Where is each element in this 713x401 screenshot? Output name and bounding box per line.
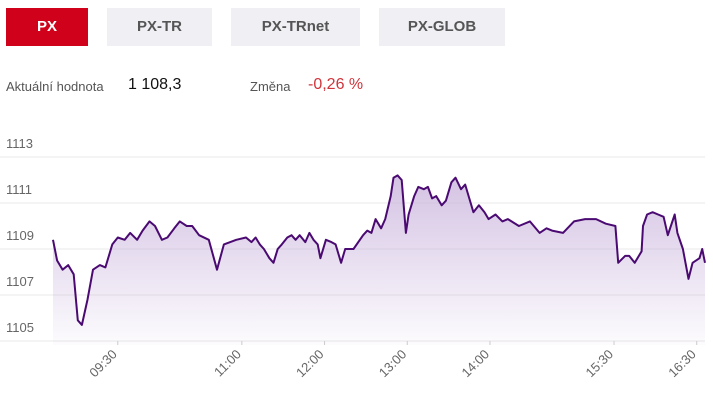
- x-tick-label: 16:30: [665, 347, 699, 381]
- x-tick-label: 14:00: [458, 347, 492, 381]
- y-tick-label: 1107: [6, 274, 34, 289]
- stat-label: Aktuální hodnota: [6, 79, 104, 94]
- stat-value: 1 108,3: [128, 76, 182, 93]
- y-tick-label: 1109: [6, 228, 34, 243]
- x-tick-label: 11:00: [211, 347, 244, 380]
- area-fill: [53, 175, 705, 345]
- stat-value: -0,26 %: [308, 76, 364, 93]
- x-tick-label: 12:00: [293, 347, 327, 381]
- x-tick-label: 13:00: [376, 347, 410, 381]
- tab[interactable]: PX: [6, 8, 88, 46]
- stat-label: Změna: [250, 79, 291, 94]
- line: [52, 174, 706, 326]
- y-tick-label: 1111: [6, 182, 32, 197]
- tab[interactable]: PX-TRnet: [231, 8, 360, 46]
- x-tick-label: 15:30: [583, 347, 617, 381]
- tab[interactable]: PX-TR: [107, 8, 212, 46]
- x-tick-label: 09:30: [86, 347, 120, 381]
- tab[interactable]: PX-GLOB: [379, 8, 505, 46]
- y-tick-label: 1105: [6, 320, 34, 335]
- y-tick-label: 1113: [6, 136, 33, 151]
